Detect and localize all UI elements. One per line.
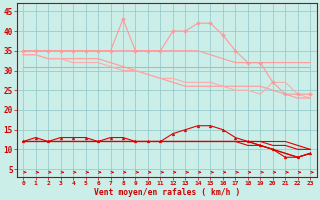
X-axis label: Vent moyen/en rafales ( km/h ): Vent moyen/en rafales ( km/h ) <box>93 188 240 197</box>
